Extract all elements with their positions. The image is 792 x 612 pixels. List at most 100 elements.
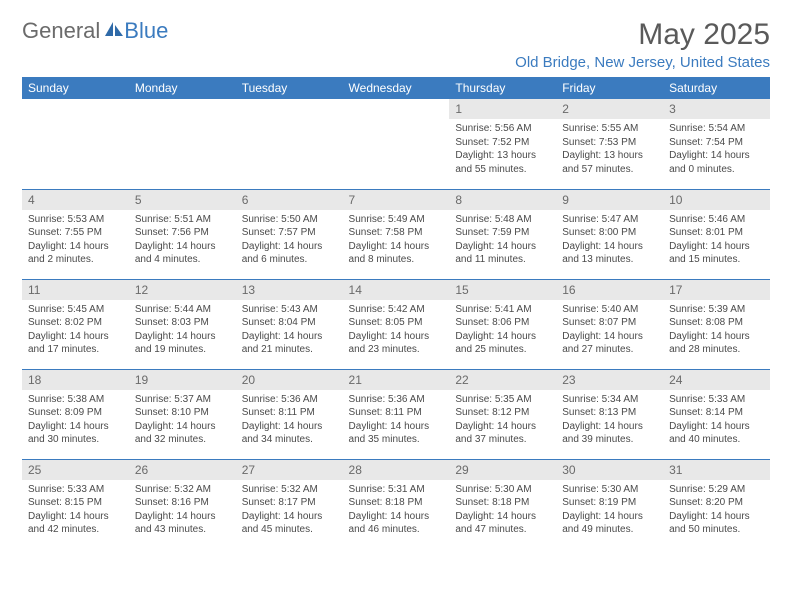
calendar-day-cell: 6Sunrise: 5:50 AMSunset: 7:57 PMDaylight… bbox=[236, 189, 343, 279]
sunrise-text: Sunrise: 5:47 AM bbox=[562, 213, 657, 227]
day-details: Sunrise: 5:30 AMSunset: 8:19 PMDaylight:… bbox=[556, 480, 663, 540]
calendar-day-cell: 23Sunrise: 5:34 AMSunset: 8:13 PMDayligh… bbox=[556, 369, 663, 459]
sunset-text: Sunset: 8:02 PM bbox=[28, 316, 123, 330]
day-details: Sunrise: 5:43 AMSunset: 8:04 PMDaylight:… bbox=[236, 300, 343, 360]
day-details: Sunrise: 5:53 AMSunset: 7:55 PMDaylight:… bbox=[22, 210, 129, 270]
day-details: Sunrise: 5:49 AMSunset: 7:58 PMDaylight:… bbox=[343, 210, 450, 270]
sunset-text: Sunset: 7:58 PM bbox=[349, 226, 444, 240]
calendar-day-cell: 14Sunrise: 5:42 AMSunset: 8:05 PMDayligh… bbox=[343, 279, 450, 369]
day-number: 31 bbox=[663, 460, 770, 480]
sunset-text: Sunset: 8:18 PM bbox=[455, 496, 550, 510]
day-number: 16 bbox=[556, 280, 663, 300]
calendar-day-cell: 19Sunrise: 5:37 AMSunset: 8:10 PMDayligh… bbox=[129, 369, 236, 459]
calendar-day-cell: 7Sunrise: 5:49 AMSunset: 7:58 PMDaylight… bbox=[343, 189, 450, 279]
daylight-text: Daylight: 14 hours and 34 minutes. bbox=[242, 420, 337, 447]
sunrise-text: Sunrise: 5:32 AM bbox=[242, 483, 337, 497]
day-number: 11 bbox=[22, 280, 129, 300]
day-number: 12 bbox=[129, 280, 236, 300]
calendar-table: SundayMondayTuesdayWednesdayThursdayFrid… bbox=[22, 77, 770, 549]
day-number: 4 bbox=[22, 190, 129, 210]
calendar-week-row: 4Sunrise: 5:53 AMSunset: 7:55 PMDaylight… bbox=[22, 189, 770, 279]
calendar-day-cell: 15Sunrise: 5:41 AMSunset: 8:06 PMDayligh… bbox=[449, 279, 556, 369]
sunset-text: Sunset: 8:18 PM bbox=[349, 496, 444, 510]
daylight-text: Daylight: 14 hours and 43 minutes. bbox=[135, 510, 230, 537]
daylight-text: Daylight: 14 hours and 19 minutes. bbox=[135, 330, 230, 357]
day-details: Sunrise: 5:38 AMSunset: 8:09 PMDaylight:… bbox=[22, 390, 129, 450]
sunset-text: Sunset: 7:52 PM bbox=[455, 136, 550, 150]
brand-logo: General Blue bbox=[22, 18, 168, 44]
sunrise-text: Sunrise: 5:37 AM bbox=[135, 393, 230, 407]
calendar-week-row: 11Sunrise: 5:45 AMSunset: 8:02 PMDayligh… bbox=[22, 279, 770, 369]
sunrise-text: Sunrise: 5:42 AM bbox=[349, 303, 444, 317]
title-block: May 2025 Old Bridge, New Jersey, United … bbox=[515, 18, 770, 71]
calendar-day-cell: 2Sunrise: 5:55 AMSunset: 7:53 PMDaylight… bbox=[556, 99, 663, 189]
calendar-day-cell: 24Sunrise: 5:33 AMSunset: 8:14 PMDayligh… bbox=[663, 369, 770, 459]
calendar-day-cell: 3Sunrise: 5:54 AMSunset: 7:54 PMDaylight… bbox=[663, 99, 770, 189]
sunrise-text: Sunrise: 5:51 AM bbox=[135, 213, 230, 227]
calendar-day-cell: 10Sunrise: 5:46 AMSunset: 8:01 PMDayligh… bbox=[663, 189, 770, 279]
calendar-day-cell: 9Sunrise: 5:47 AMSunset: 8:00 PMDaylight… bbox=[556, 189, 663, 279]
calendar-day-cell: 22Sunrise: 5:35 AMSunset: 8:12 PMDayligh… bbox=[449, 369, 556, 459]
sunrise-text: Sunrise: 5:33 AM bbox=[669, 393, 764, 407]
day-number: 30 bbox=[556, 460, 663, 480]
day-details: Sunrise: 5:36 AMSunset: 8:11 PMDaylight:… bbox=[343, 390, 450, 450]
day-details: Sunrise: 5:37 AMSunset: 8:10 PMDaylight:… bbox=[129, 390, 236, 450]
calendar-day-cell: 28Sunrise: 5:31 AMSunset: 8:18 PMDayligh… bbox=[343, 459, 450, 549]
daylight-text: Daylight: 14 hours and 49 minutes. bbox=[562, 510, 657, 537]
day-number: 23 bbox=[556, 370, 663, 390]
day-number: 8 bbox=[449, 190, 556, 210]
weekday-header: Friday bbox=[556, 77, 663, 99]
daylight-text: Daylight: 14 hours and 46 minutes. bbox=[349, 510, 444, 537]
sunrise-text: Sunrise: 5:39 AM bbox=[669, 303, 764, 317]
sunset-text: Sunset: 7:56 PM bbox=[135, 226, 230, 240]
calendar-day-cell bbox=[22, 99, 129, 189]
sunrise-text: Sunrise: 5:30 AM bbox=[455, 483, 550, 497]
sunset-text: Sunset: 8:16 PM bbox=[135, 496, 230, 510]
daylight-text: Daylight: 14 hours and 23 minutes. bbox=[349, 330, 444, 357]
sunrise-text: Sunrise: 5:32 AM bbox=[135, 483, 230, 497]
day-details: Sunrise: 5:33 AMSunset: 8:14 PMDaylight:… bbox=[663, 390, 770, 450]
sunrise-text: Sunrise: 5:46 AM bbox=[669, 213, 764, 227]
sunrise-text: Sunrise: 5:36 AM bbox=[242, 393, 337, 407]
calendar-day-cell: 12Sunrise: 5:44 AMSunset: 8:03 PMDayligh… bbox=[129, 279, 236, 369]
daylight-text: Daylight: 14 hours and 0 minutes. bbox=[669, 149, 764, 176]
day-number: 27 bbox=[236, 460, 343, 480]
sunrise-text: Sunrise: 5:38 AM bbox=[28, 393, 123, 407]
calendar-day-cell bbox=[236, 99, 343, 189]
calendar-day-cell: 8Sunrise: 5:48 AMSunset: 7:59 PMDaylight… bbox=[449, 189, 556, 279]
calendar-day-cell bbox=[343, 99, 450, 189]
day-details: Sunrise: 5:32 AMSunset: 8:16 PMDaylight:… bbox=[129, 480, 236, 540]
day-number: 10 bbox=[663, 190, 770, 210]
sunrise-text: Sunrise: 5:30 AM bbox=[562, 483, 657, 497]
daylight-text: Daylight: 14 hours and 21 minutes. bbox=[242, 330, 337, 357]
day-details: Sunrise: 5:31 AMSunset: 8:18 PMDaylight:… bbox=[343, 480, 450, 540]
day-details: Sunrise: 5:50 AMSunset: 7:57 PMDaylight:… bbox=[236, 210, 343, 270]
day-number: 22 bbox=[449, 370, 556, 390]
sunrise-text: Sunrise: 5:56 AM bbox=[455, 122, 550, 136]
calendar-day-cell: 20Sunrise: 5:36 AMSunset: 8:11 PMDayligh… bbox=[236, 369, 343, 459]
day-details: Sunrise: 5:45 AMSunset: 8:02 PMDaylight:… bbox=[22, 300, 129, 360]
daylight-text: Daylight: 14 hours and 2 minutes. bbox=[28, 240, 123, 267]
daylight-text: Daylight: 14 hours and 8 minutes. bbox=[349, 240, 444, 267]
sunrise-text: Sunrise: 5:55 AM bbox=[562, 122, 657, 136]
daylight-text: Daylight: 14 hours and 6 minutes. bbox=[242, 240, 337, 267]
calendar-head: SundayMondayTuesdayWednesdayThursdayFrid… bbox=[22, 77, 770, 99]
sunset-text: Sunset: 8:00 PM bbox=[562, 226, 657, 240]
sunset-text: Sunset: 8:20 PM bbox=[669, 496, 764, 510]
day-number: 21 bbox=[343, 370, 450, 390]
day-number: 28 bbox=[343, 460, 450, 480]
day-details: Sunrise: 5:55 AMSunset: 7:53 PMDaylight:… bbox=[556, 119, 663, 179]
sunrise-text: Sunrise: 5:36 AM bbox=[349, 393, 444, 407]
sunset-text: Sunset: 8:05 PM bbox=[349, 316, 444, 330]
day-details: Sunrise: 5:44 AMSunset: 8:03 PMDaylight:… bbox=[129, 300, 236, 360]
day-number: 7 bbox=[343, 190, 450, 210]
calendar-body: 1Sunrise: 5:56 AMSunset: 7:52 PMDaylight… bbox=[22, 99, 770, 549]
brand-text-2: Blue bbox=[124, 18, 168, 44]
day-number: 17 bbox=[663, 280, 770, 300]
sunset-text: Sunset: 8:01 PM bbox=[669, 226, 764, 240]
weekday-header: Thursday bbox=[449, 77, 556, 99]
brand-sail-icon bbox=[104, 20, 124, 43]
day-details: Sunrise: 5:47 AMSunset: 8:00 PMDaylight:… bbox=[556, 210, 663, 270]
daylight-text: Daylight: 14 hours and 40 minutes. bbox=[669, 420, 764, 447]
sunrise-text: Sunrise: 5:50 AM bbox=[242, 213, 337, 227]
